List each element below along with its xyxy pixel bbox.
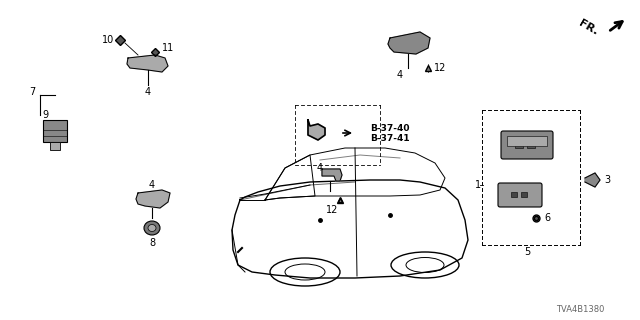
Text: 4: 4 bbox=[317, 163, 323, 173]
Polygon shape bbox=[585, 173, 600, 187]
Bar bbox=[511, 192, 517, 197]
Text: 11: 11 bbox=[162, 43, 174, 53]
Text: 8: 8 bbox=[149, 238, 155, 248]
Text: B-37-41: B-37-41 bbox=[370, 133, 410, 142]
Text: 12: 12 bbox=[326, 205, 338, 215]
Text: 1: 1 bbox=[475, 180, 481, 190]
Polygon shape bbox=[388, 32, 430, 54]
Bar bbox=[521, 192, 527, 197]
Text: TVA4B1380: TVA4B1380 bbox=[556, 306, 604, 315]
Polygon shape bbox=[308, 120, 325, 140]
Ellipse shape bbox=[144, 221, 160, 235]
Text: 4: 4 bbox=[145, 87, 151, 97]
Bar bbox=[43, 120, 67, 142]
Text: 5: 5 bbox=[524, 247, 530, 257]
FancyBboxPatch shape bbox=[498, 183, 542, 207]
Polygon shape bbox=[127, 55, 168, 72]
Text: FR.: FR. bbox=[577, 19, 600, 37]
Text: 12: 12 bbox=[434, 63, 446, 73]
Text: 7: 7 bbox=[29, 87, 35, 97]
Text: 4: 4 bbox=[149, 180, 155, 190]
Text: 9: 9 bbox=[42, 110, 48, 120]
Ellipse shape bbox=[148, 225, 156, 231]
Text: 10: 10 bbox=[102, 35, 114, 45]
Polygon shape bbox=[136, 190, 170, 208]
Text: 6: 6 bbox=[544, 213, 550, 223]
Text: B-37-40: B-37-40 bbox=[370, 124, 410, 132]
Bar bbox=[527, 141, 535, 148]
Bar bbox=[507, 136, 547, 146]
FancyBboxPatch shape bbox=[501, 131, 553, 159]
Bar bbox=[515, 141, 523, 148]
Text: 4: 4 bbox=[397, 70, 403, 80]
Polygon shape bbox=[322, 169, 342, 181]
Bar bbox=[50, 142, 60, 150]
Text: 3: 3 bbox=[604, 175, 610, 185]
